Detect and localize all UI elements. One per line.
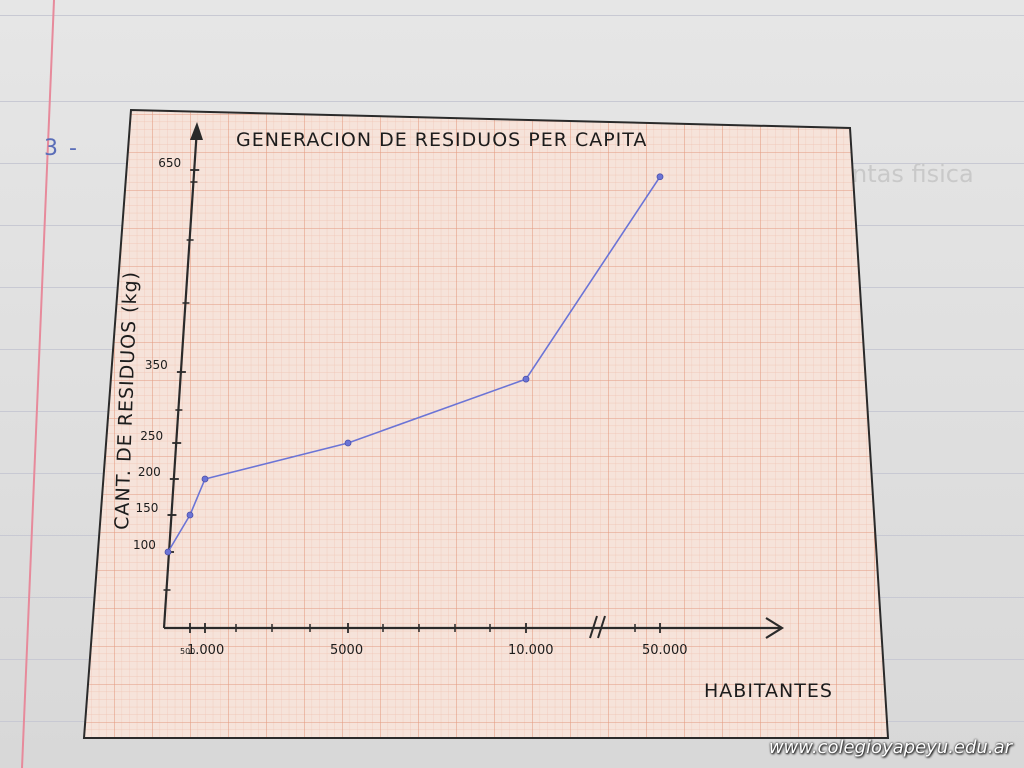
watermark-url: www.colegioyapeyu.edu.ar <box>768 737 1012 758</box>
x-axis-label: HABITANTES <box>704 680 833 702</box>
graph-paper-sheet <box>82 108 890 739</box>
data-point <box>164 548 172 556</box>
x-tick-label: 1.000 <box>187 643 224 658</box>
show-through-text: ntas fisica <box>852 160 974 188</box>
x-tick-label: 50.000 <box>642 643 688 658</box>
series-line <box>167 176 661 553</box>
x-tick-label: 10.000 <box>508 643 554 658</box>
data-point <box>201 475 209 483</box>
axis-break-mark <box>589 615 606 639</box>
data-point <box>344 439 352 447</box>
x-tick-label: 500 <box>180 647 195 656</box>
x-tick-label: 5000 <box>330 643 363 658</box>
y-tick-label: 200 <box>138 465 161 479</box>
y-tick-label: 350 <box>145 358 168 372</box>
exercise-number: 3 - <box>44 136 79 161</box>
y-axis <box>162 122 203 629</box>
series-layer <box>164 173 664 556</box>
y-tick-group: 100 150 200 250 350 650 <box>133 156 200 591</box>
data-point <box>656 173 664 181</box>
y-tick-label: 650 <box>158 156 181 170</box>
x-axis <box>164 615 785 639</box>
data-point <box>522 375 530 383</box>
data-point <box>186 511 194 519</box>
y-tick-label: 100 <box>133 538 156 552</box>
y-tick-label: 150 <box>135 501 158 515</box>
y-tick-label: 250 <box>140 429 163 443</box>
chart-title: GENERACION DE RESIDUOS PER CAPITA <box>236 129 647 151</box>
